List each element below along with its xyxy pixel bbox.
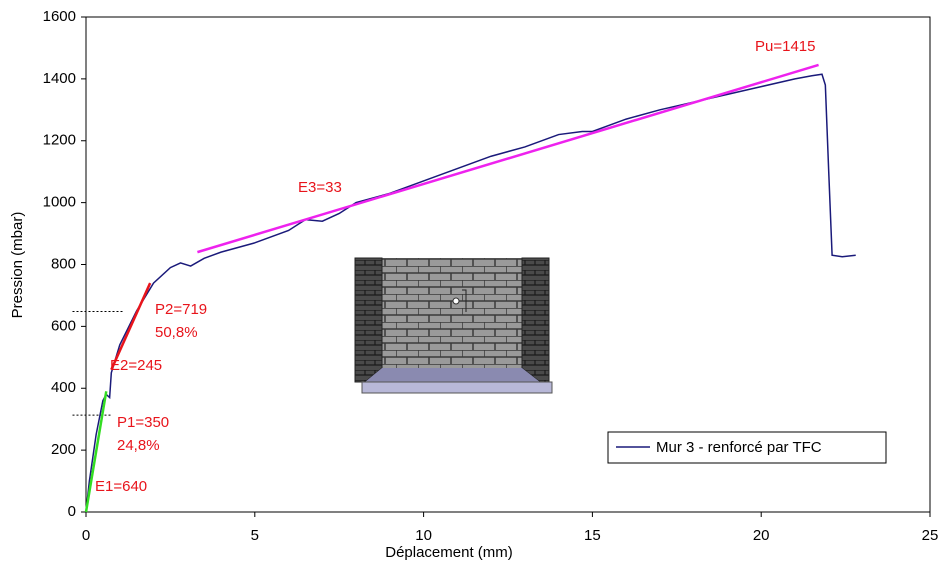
y-tick-label: 200 [51, 441, 76, 458]
annotation: E2=245 [110, 357, 162, 374]
x-tick-label: 10 [415, 527, 432, 544]
x-tick-label: 5 [251, 527, 259, 544]
annotation: 50,8% [155, 324, 198, 341]
y-tick-label: 1200 [43, 132, 76, 149]
annotation: E3=33 [298, 179, 342, 196]
x-tick-label: 25 [922, 527, 939, 544]
x-tick-label: 20 [753, 527, 770, 544]
fit-line [110, 282, 152, 371]
y-tick-label: 400 [51, 379, 76, 396]
fit-line [84, 391, 108, 513]
wall-illustration [354, 257, 553, 394]
annotation: Pu=1415 [755, 38, 815, 55]
annotation: P1=350 [117, 414, 169, 431]
y-axis-label: Pression (mbar) [9, 212, 26, 319]
legend-label: Mur 3 - renforcé par TFC [656, 439, 822, 456]
y-tick-label: 1000 [43, 194, 76, 211]
x-tick-label: 0 [82, 527, 90, 544]
x-tick-label: 15 [584, 527, 601, 544]
legend-box [607, 431, 887, 464]
annotation: 24,8% [117, 437, 160, 454]
y-tick-label: 600 [51, 317, 76, 334]
annotation: E1=640 [95, 478, 147, 495]
y-tick-label: 1400 [43, 70, 76, 87]
y-tick-label: 0 [68, 503, 76, 520]
y-tick-label: 800 [51, 255, 76, 272]
x-axis-label: Déplacement (mm) [385, 544, 513, 561]
y-tick-label: 1600 [43, 8, 76, 25]
fit-line [197, 63, 819, 254]
annotation: P2=719 [155, 301, 207, 318]
